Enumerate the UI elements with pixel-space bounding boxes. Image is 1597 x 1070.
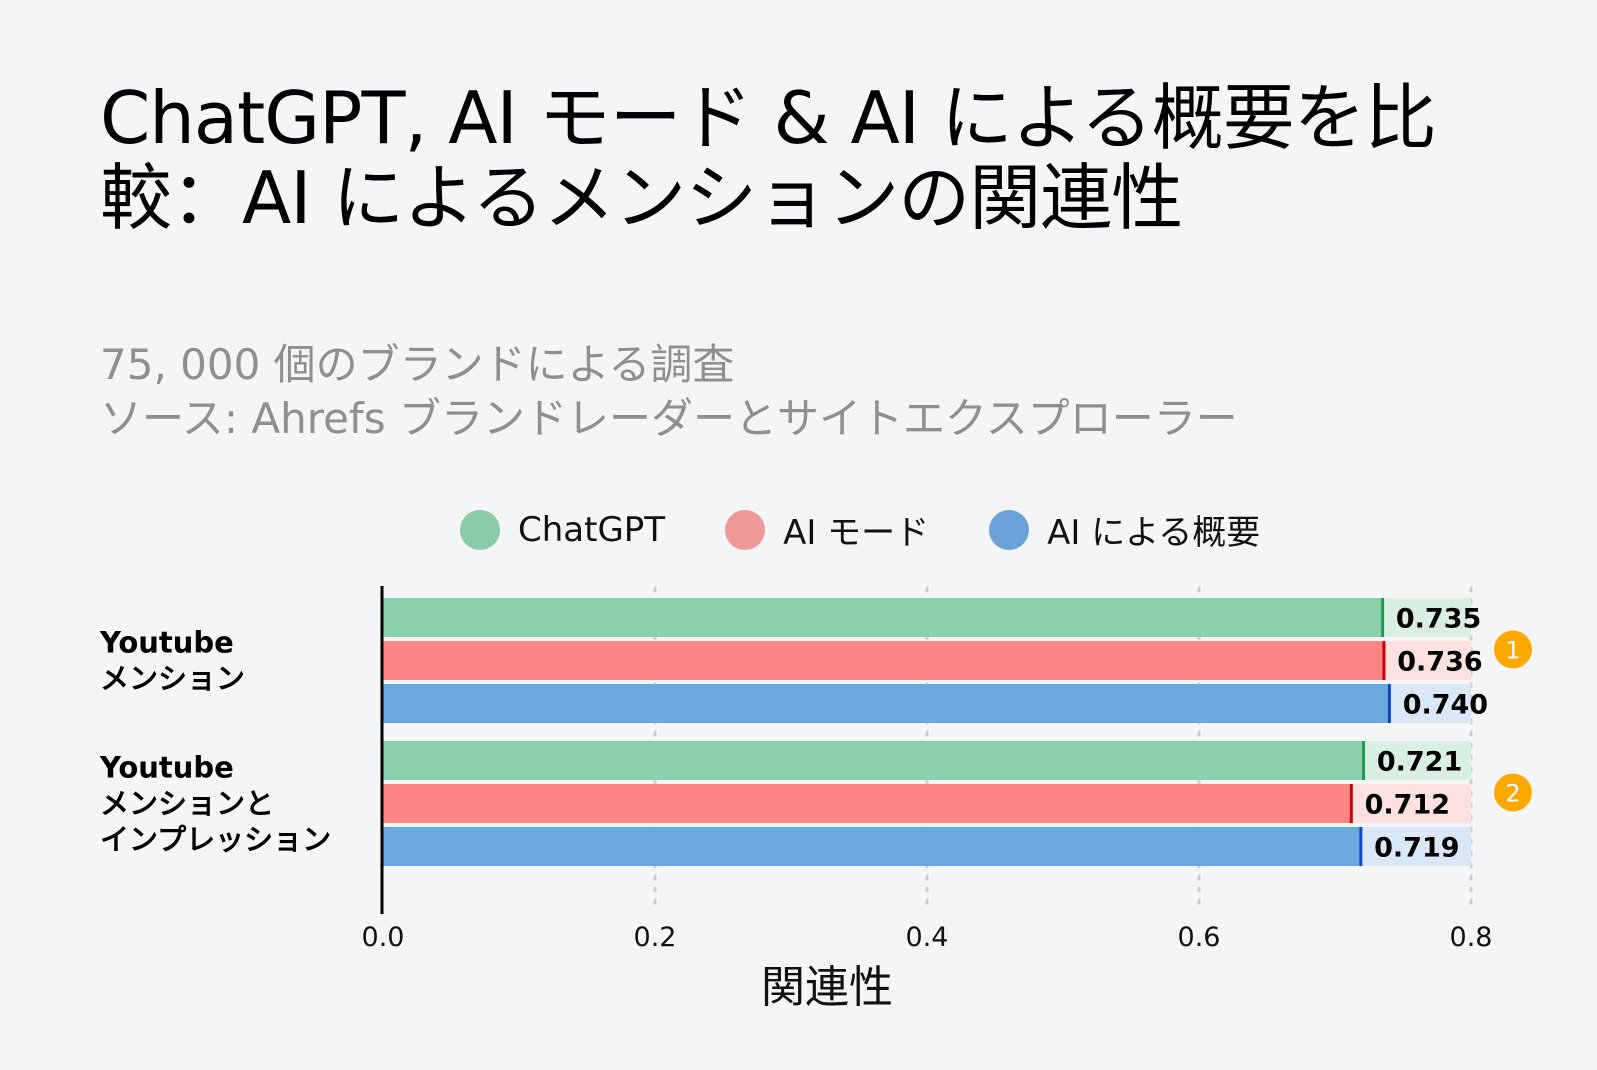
bar-end-marker	[1382, 641, 1386, 680]
legend-item-ai-overview: AI による概要	[989, 505, 1260, 554]
legend-label-ai-overview: AI による概要	[1047, 513, 1261, 553]
x-tick-label: 0.4	[906, 922, 949, 953]
bar-end-marker	[1362, 741, 1366, 780]
legend-label-ai-mode: AI モード	[783, 513, 930, 553]
legend-item-ai-mode: AI モード	[725, 505, 929, 554]
badge	[1494, 773, 1532, 812]
bar	[383, 684, 1390, 723]
legend-swatch-ai-mode	[725, 509, 766, 550]
legend-swatch-chatgpt	[460, 509, 500, 550]
data-label: 0.736	[1397, 647, 1482, 678]
category-label: Youtube	[99, 626, 234, 660]
bar	[383, 598, 1383, 637]
badge	[1494, 630, 1532, 669]
x-tick-label: 0.2	[634, 922, 677, 953]
data-label: 0.735	[1396, 604, 1481, 635]
category-label: インプレッション	[100, 823, 331, 857]
bar	[383, 641, 1384, 680]
bar-end-marker	[1381, 598, 1385, 637]
badge-number: 1	[1505, 637, 1520, 665]
category-label: メンションと	[100, 787, 274, 821]
bar	[383, 741, 1364, 780]
bar	[383, 784, 1352, 823]
x-tick-label: 0.8	[1450, 922, 1493, 953]
x-tick-label: 0.0	[362, 922, 405, 953]
bar-end-marker	[1359, 827, 1363, 866]
data-label: 0.721	[1377, 747, 1462, 778]
chart-subtitle: 75, 000 個のブランドによる調査 ソース: Ahrefs ブランドレーダー…	[100, 338, 1500, 446]
badge-number: 2	[1505, 780, 1520, 808]
legend: ChatGPT AI モード AI による概要	[460, 505, 1260, 554]
subtitle-line-source: ソース: Ahrefs ブランドレーダーとサイトエクスプローラー	[100, 394, 1238, 443]
x-axis-title: 関連性	[761, 962, 893, 1013]
category-label: メンション	[100, 662, 245, 696]
data-label: 0.719	[1374, 833, 1459, 864]
bar	[383, 827, 1361, 866]
x-tick-label: 0.6	[1178, 922, 1221, 953]
bar-end-marker	[1387, 684, 1391, 723]
category-label: Youtube	[99, 751, 234, 785]
legend-item-chatgpt: ChatGPT	[460, 509, 666, 550]
bar-end-marker	[1349, 784, 1353, 823]
subtitle-line-study: 75, 000 個のブランドによる調査	[100, 340, 735, 389]
legend-swatch-ai-overview	[989, 509, 1030, 550]
legend-label-chatgpt: ChatGPT	[518, 509, 666, 550]
data-label: 0.740	[1403, 690, 1488, 721]
data-label: 0.712	[1365, 790, 1450, 821]
chart-title: ChatGPT, AI モード & AI による概要を比較：AI によるメンショ…	[100, 76, 1437, 240]
